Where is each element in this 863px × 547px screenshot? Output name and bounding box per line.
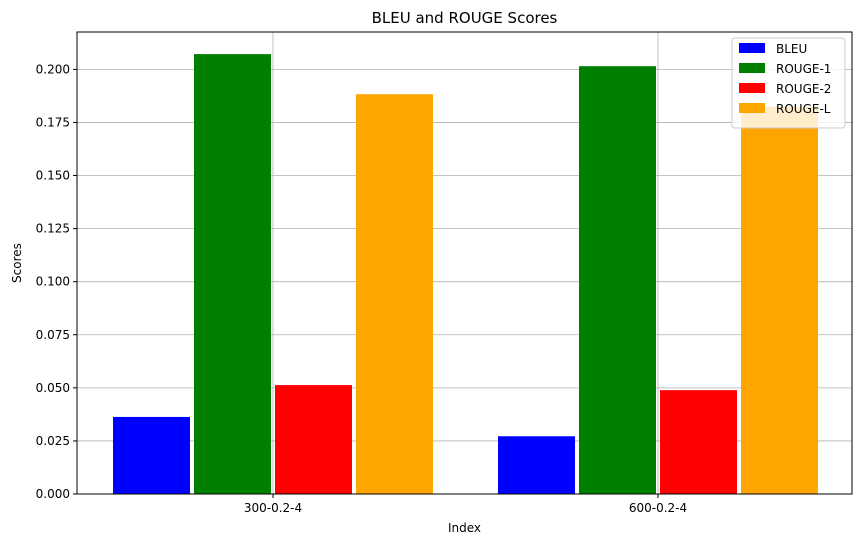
x-tick-label: 300-0.2-4 — [244, 501, 302, 515]
x-tick-label: 600-0.2-4 — [629, 501, 687, 515]
legend-label: ROUGE-2 — [776, 82, 831, 96]
y-tick-label: 0.025 — [36, 434, 70, 448]
legend-label: BLEU — [776, 42, 807, 56]
bar-bleu-300-0.2-4 — [113, 416, 190, 494]
bar-rouge-1-300-0.2-4 — [194, 54, 271, 495]
legend-swatch — [739, 43, 765, 53]
legend-label: ROUGE-1 — [776, 62, 831, 76]
chart-title: BLEU and ROUGE Scores — [372, 9, 558, 27]
x-axis-ticks: 300-0.2-4 600-0.2-4 — [244, 494, 687, 515]
legend-label: ROUGE-L — [776, 102, 831, 116]
legend-swatch — [739, 83, 765, 93]
y-tick-label: 0.150 — [36, 169, 70, 183]
y-axis-ticks: 0.000 0.025 0.050 0.075 0.100 0.125 0.150 0.175… — [36, 62, 77, 501]
bar-rouge-l-300-0.2-4 — [356, 94, 433, 494]
legend-swatch — [739, 103, 765, 113]
y-axis-label: Scores — [10, 243, 24, 283]
y-tick-label: 0.125 — [36, 222, 70, 236]
bar-rouge-2-600-0.2-4 — [660, 390, 737, 494]
y-tick-label: 0.050 — [36, 381, 70, 395]
plot-frame — [76, 31, 853, 495]
bar-rouge-l-600-0.2-4 — [741, 106, 818, 495]
x-axis-label: Index — [448, 521, 481, 535]
bar-rouge-2-300-0.2-4 — [275, 385, 352, 494]
y-tick-label: 0.175 — [36, 115, 70, 129]
y-tick-label: 0.075 — [36, 328, 70, 342]
y-tick-label: 0.000 — [36, 487, 70, 501]
y-tick-label: 0.100 — [36, 275, 70, 289]
legend-swatch — [739, 63, 765, 73]
legend: BLEU ROUGE-1 ROUGE-2 ROUGE-L — [731, 37, 846, 129]
bars — [113, 54, 818, 495]
y-tick-label: 0.200 — [36, 62, 70, 76]
bar-rouge-1-600-0.2-4 — [579, 66, 656, 494]
bar-bleu-600-0.2-4 — [498, 436, 575, 494]
